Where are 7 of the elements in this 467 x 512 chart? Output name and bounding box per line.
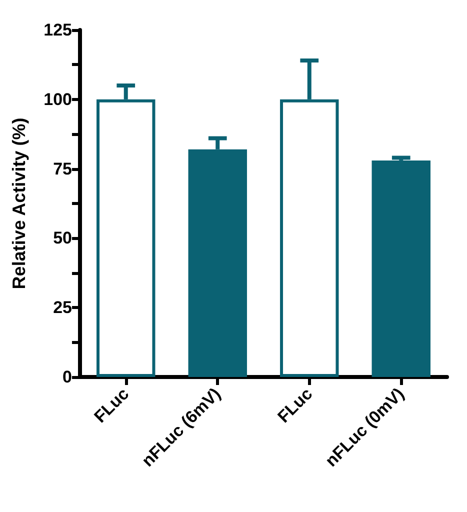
y-tick-label: 100	[44, 90, 72, 109]
y-tick-label: 0	[62, 368, 72, 386]
y-tick-label: 25	[53, 298, 72, 318]
y-tick-label: 125	[44, 20, 72, 40]
y-tick-label: 75	[53, 159, 72, 178]
y-tick-label: 50	[53, 228, 72, 248]
y-axis-title: Relative Activity (%)	[9, 118, 29, 290]
